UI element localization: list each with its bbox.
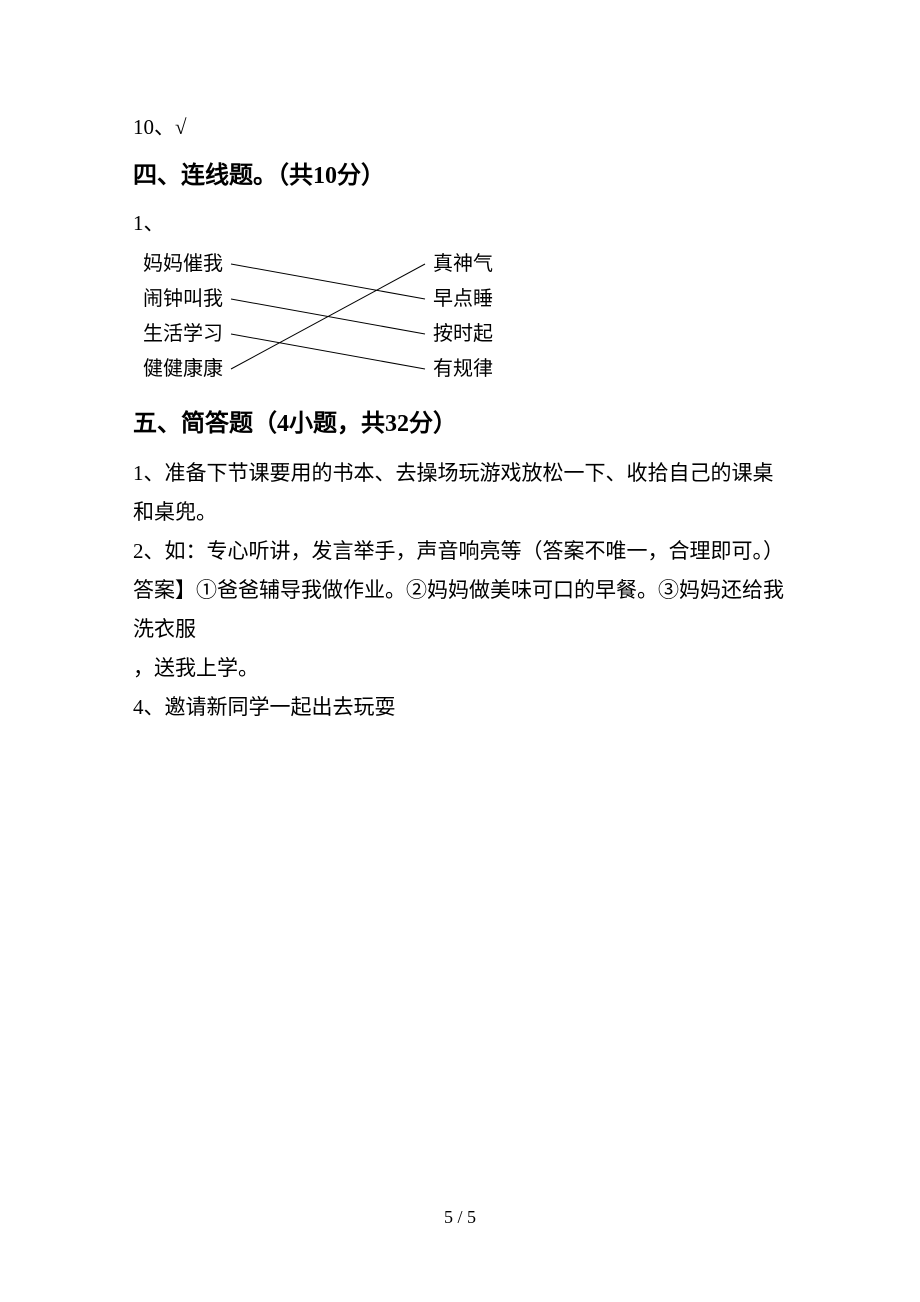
svg-text:有规律: 有规律 [433, 357, 493, 380]
svg-text:早点睡: 早点睡 [433, 287, 493, 310]
matching-diagram: 妈妈催我闹钟叫我生活学习健健康康 真神气早点睡按时起有规律 [133, 250, 787, 390]
page-footer: 5 / 5 [0, 1207, 920, 1228]
matching-svg: 妈妈催我闹钟叫我生活学习健健康康 真神气早点睡按时起有规律 [133, 250, 533, 390]
svg-text:健健康康: 健健康康 [143, 357, 223, 380]
answer-line: 4、邀请新同学一起出去玩耍 [133, 688, 787, 727]
q1-label: 1、 [133, 204, 787, 244]
answer-line: ，送我上学。 [133, 649, 787, 688]
svg-text:按时起: 按时起 [433, 322, 493, 345]
answer-line: 1、准备下节课要用的书本、去操场玩游戏放松一下、收拾自己的课桌和桌兜。 [133, 454, 787, 532]
svg-text:闹钟叫我: 闹钟叫我 [143, 287, 223, 310]
section-4-heading: 四、连线题。（共10分） [133, 152, 787, 200]
item-10: 10、√ [133, 108, 787, 148]
svg-text:生活学习: 生活学习 [143, 322, 223, 345]
svg-text:妈妈催我: 妈妈催我 [143, 252, 223, 275]
section-5-answers: 1、准备下节课要用的书本、去操场玩游戏放松一下、收拾自己的课桌和桌兜。 2、如：… [133, 454, 787, 727]
svg-text:真神气: 真神气 [433, 252, 493, 275]
answer-line: 答案】①爸爸辅导我做作业。②妈妈做美味可口的早餐。③妈妈还给我洗衣服 [133, 571, 787, 649]
answer-line: 2、如：专心听讲，发言举手，声音响亮等（答案不唯一，合理即可。） [133, 532, 787, 571]
document-content: 10、√ 四、连线题。（共10分） 1、 妈妈催我闹钟叫我生活学习健健康康 真神气… [0, 0, 920, 727]
section-5-heading: 五、简答题（4小题，共32分） [133, 400, 787, 448]
